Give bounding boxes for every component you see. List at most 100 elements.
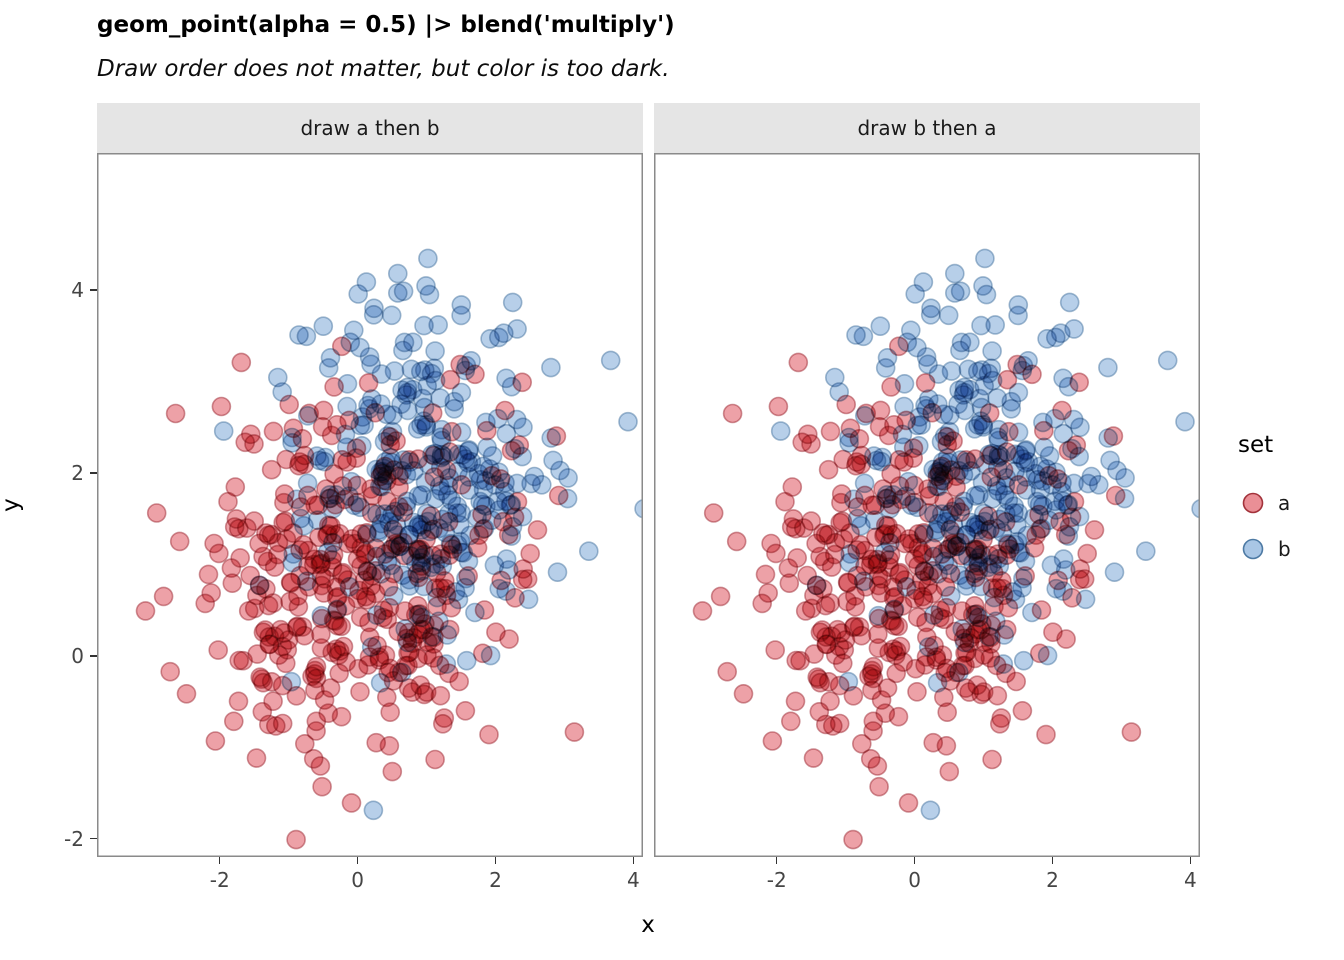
data-point-a <box>779 573 800 594</box>
data-point-a <box>294 625 315 646</box>
data-point-b <box>541 357 561 378</box>
data-point-b <box>311 605 332 626</box>
data-point-a <box>169 531 190 552</box>
data-point-a <box>1029 643 1050 664</box>
data-point-b <box>447 534 468 555</box>
data-point-b <box>343 320 364 341</box>
data-point-a <box>1031 600 1052 620</box>
data-point-b <box>543 450 563 471</box>
data-point-b <box>414 315 434 336</box>
x-tick-mark <box>632 857 635 864</box>
data-point-a <box>869 776 889 797</box>
data-point-a <box>165 403 186 424</box>
data-point-b <box>600 350 621 371</box>
data-point-b <box>387 263 408 284</box>
data-point-a <box>1069 569 1090 590</box>
data-point-a <box>870 400 891 421</box>
data-point-b <box>1175 411 1195 432</box>
data-point-a <box>905 658 926 679</box>
data-point-a <box>726 531 747 552</box>
data-point-b <box>427 587 448 608</box>
data-point-b <box>351 435 372 456</box>
data-point-b <box>920 800 941 821</box>
data-point-a <box>348 658 369 679</box>
data-point-b <box>357 561 378 582</box>
data-point-b <box>350 337 370 358</box>
x-tick-label: -2 <box>766 868 787 892</box>
data-point-a <box>231 352 252 373</box>
data-point-a <box>833 449 853 470</box>
data-point-a <box>943 431 963 451</box>
legend-label-b: b <box>1278 537 1291 561</box>
data-point-b <box>377 551 398 572</box>
data-point-b <box>290 508 311 529</box>
data-point-a <box>252 701 273 722</box>
data-point-b <box>374 431 395 452</box>
data-point-a <box>717 661 737 682</box>
data-point-b <box>286 489 307 510</box>
data-point-b <box>364 298 384 319</box>
data-point-a <box>761 533 781 554</box>
data-point-b <box>282 552 303 573</box>
data-point-a <box>871 583 891 603</box>
data-point-b <box>825 367 845 388</box>
y-tick-label: 4 <box>71 278 84 303</box>
legend: set a b <box>1238 432 1291 572</box>
data-point-b <box>634 498 643 519</box>
data-point-b <box>322 499 343 519</box>
data-point-a <box>201 583 221 603</box>
data-point-a <box>1121 722 1142 742</box>
data-point-b <box>1034 437 1054 458</box>
data-point-a <box>987 578 1008 598</box>
data-point-b <box>282 427 302 448</box>
data-point-b <box>373 458 394 479</box>
data-point-a <box>135 601 156 621</box>
data-point-a <box>903 438 924 459</box>
data-point-a <box>303 748 324 769</box>
data-point-a <box>980 519 1000 540</box>
data-point-a <box>479 724 499 745</box>
points-layer-b <box>213 248 643 821</box>
legend-item-a: a <box>1238 480 1291 526</box>
y-tick-label: 2 <box>71 461 84 485</box>
data-point-b <box>339 576 360 597</box>
data-point-b <box>451 503 472 523</box>
data-point-a <box>305 660 325 681</box>
data-point-b <box>408 604 429 625</box>
data-point-b <box>411 415 431 435</box>
facet-panel-draw-b-then-a <box>654 153 1200 857</box>
data-point-a <box>204 533 224 554</box>
data-point-a <box>851 445 872 466</box>
data-point-a <box>939 538 960 559</box>
data-point-b <box>518 589 539 610</box>
data-point-b <box>465 602 485 623</box>
data-point-a <box>286 829 306 850</box>
data-point-a <box>922 560 943 581</box>
facet-panel-draw-a-then-b <box>97 153 643 857</box>
data-point-b <box>391 662 412 683</box>
data-point-a <box>998 421 1019 442</box>
data-point-b <box>249 575 270 596</box>
data-point-b <box>297 473 318 494</box>
panel-border <box>97 153 643 857</box>
data-point-b <box>488 327 509 348</box>
data-point-a <box>847 540 867 560</box>
data-point-a <box>350 681 370 702</box>
data-point-a <box>455 700 476 721</box>
y-axis-title: y <box>0 498 24 512</box>
data-point-b <box>870 316 891 336</box>
data-point-b <box>298 405 318 426</box>
data-point-a <box>328 645 349 665</box>
data-point-a <box>312 776 332 797</box>
legend-key-circle-b <box>1242 538 1264 560</box>
data-point-b <box>387 525 408 545</box>
data-point-a <box>922 402 943 423</box>
legend-item-b: b <box>1238 526 1291 572</box>
x-tick-mark <box>356 857 359 864</box>
legend-label-a: a <box>1278 491 1291 515</box>
data-point-b <box>921 298 941 319</box>
data-point-a <box>276 653 296 674</box>
data-point-a <box>224 711 244 732</box>
data-point-b <box>425 370 446 391</box>
x-tick-label: -2 <box>209 868 230 892</box>
